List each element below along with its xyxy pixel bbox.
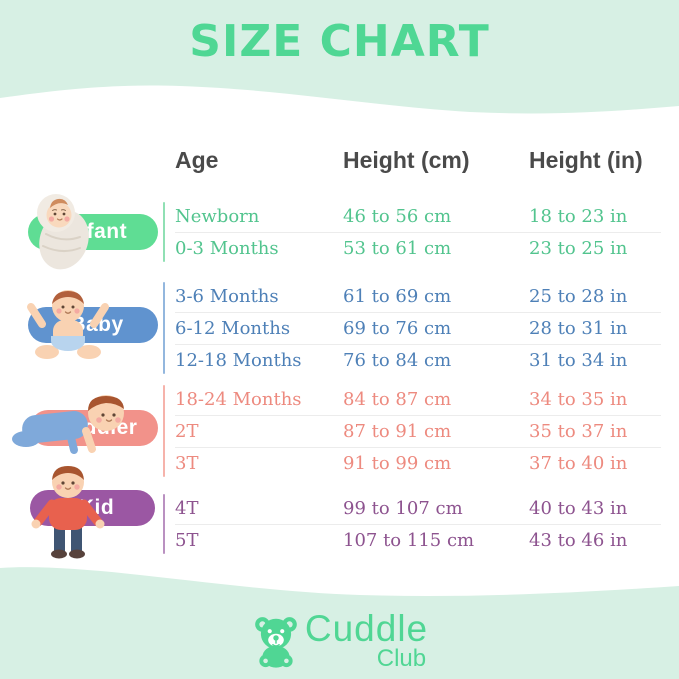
standing-kid-illustration [18,460,118,562]
age-cell: Newborn [175,205,260,227]
table-row: Newborn 46 to 56 cm 18 to 23 in [175,200,661,232]
height-cm-cell: 84 to 87 cm [343,388,452,410]
column-header-height-in: Height (in) [529,147,643,173]
height-in-cell: 18 to 23 in [529,205,628,227]
height-in-cell: 28 to 31 in [529,318,628,339]
group-divider-line [163,385,165,477]
height-cm-cell: 61 to 69 cm [343,285,452,307]
height-cm-cell: 99 to 107 cm [343,497,463,519]
teddy-bear-icon [251,614,301,668]
table-row: 0-3 Months 53 to 61 cm 23 to 25 in [175,232,661,264]
height-cm-cell: 53 to 61 cm [343,238,452,259]
height-in-cell: 34 to 35 in [529,388,628,410]
group-rows: 3-6 Months 61 to 69 cm 25 to 28 in 6-12 … [175,280,661,376]
group-divider-line [163,202,165,262]
bottom-wave-decoration [0,560,679,596]
column-header-age: Age [175,147,219,173]
height-cm-cell: 91 to 99 cm [343,453,452,474]
table-header-row: Age Height (cm) Height (in) [175,147,669,174]
height-in-cell: 23 to 25 in [529,238,628,259]
age-cell: 3-6 Months [175,285,279,307]
column-header-height-cm: Height (cm) [343,147,470,173]
crawling-toddler-illustration [8,387,150,461]
table-row: 3-6 Months 61 to 69 cm 25 to 28 in [175,280,661,312]
age-cell: 6-12 Months [175,318,291,339]
table-row: 12-18 Months 76 to 84 cm 31 to 34 in [175,344,661,376]
age-cell: 4T [175,497,199,519]
table-row: 2T 87 to 91 cm 35 to 37 in [175,415,661,447]
brand-subname: Club [376,645,427,672]
age-cell: 5T [175,530,199,551]
height-in-cell: 40 to 43 in [529,497,628,519]
height-in-cell: 35 to 37 in [529,421,628,442]
age-cell: 12-18 Months [175,350,302,371]
table-row: 4T 99 to 107 cm 40 to 43 in [175,492,661,524]
brand-name: Cuddle [304,608,429,649]
page-title: SIZE CHART [189,16,490,67]
table-row: 6-12 Months 69 to 76 cm 28 to 31 in [175,312,661,344]
age-cell: 3T [175,453,199,474]
group-rows: 18-24 Months 84 to 87 cm 34 to 35 in 2T … [175,383,661,479]
group-rows: Newborn 46 to 56 cm 18 to 23 in 0-3 Mont… [175,200,661,264]
age-cell: 18-24 Months [175,388,302,410]
table-row: 18-24 Months 84 to 87 cm 34 to 35 in [175,383,661,415]
height-in-cell: 31 to 34 in [529,350,628,371]
group-divider-line [163,282,165,374]
group-divider-line [163,494,165,554]
table-row: 3T 91 to 99 cm 37 to 40 in [175,447,661,479]
age-cell: 0-3 Months [175,238,279,259]
height-in-cell: 25 to 28 in [529,285,628,307]
brand-logo: Cuddle Club [0,610,679,671]
height-cm-cell: 46 to 56 cm [343,205,452,227]
table-row: 5T 107 to 115 cm 43 to 46 in [175,524,661,556]
height-in-cell: 37 to 40 in [529,453,628,474]
height-cm-cell: 87 to 91 cm [343,421,452,442]
height-cm-cell: 69 to 76 cm [343,318,452,339]
group-rows: 4T 99 to 107 cm 40 to 43 in 5T 107 to 11… [175,492,661,556]
top-wave-decoration [0,85,679,118]
height-cm-cell: 107 to 115 cm [343,530,475,551]
age-cell: 2T [175,421,199,442]
height-cm-cell: 76 to 84 cm [343,350,452,371]
baby-illustration [20,282,116,364]
height-in-cell: 43 to 46 in [529,530,628,551]
brand-wordmark: Cuddle Club [305,610,428,671]
swaddled-infant-illustration [16,186,108,274]
